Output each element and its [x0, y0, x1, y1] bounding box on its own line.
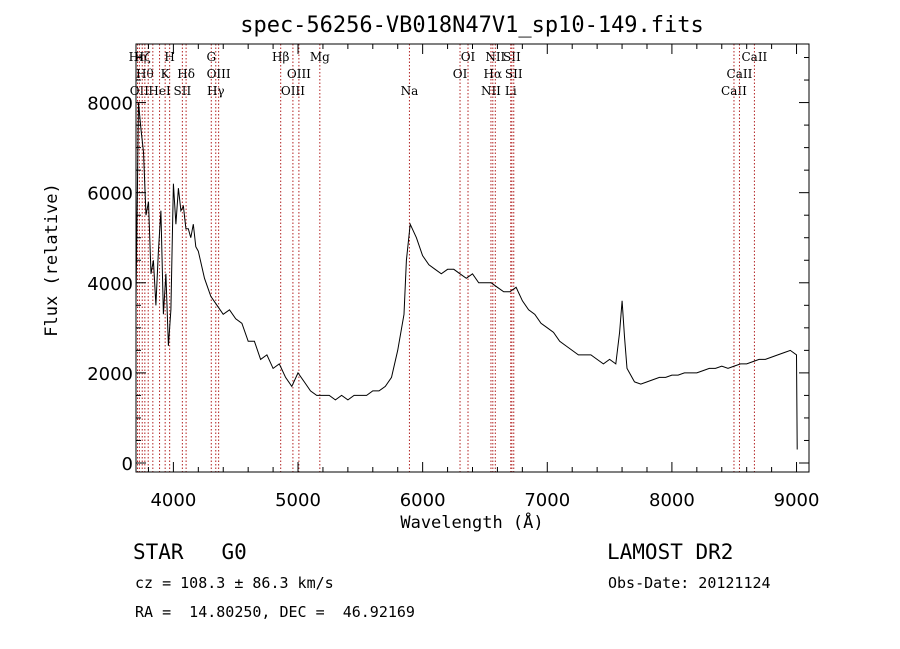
line-marker-label: Hδ	[177, 67, 195, 81]
object-class: STAR G0	[133, 540, 247, 564]
line-marker-label: H	[164, 50, 174, 64]
redshift-velocity: cz = 108.3 ± 86.3 km/s	[135, 574, 334, 592]
observation-date: Obs-Date: 20121124	[608, 574, 771, 592]
line-marker-label: Mg	[310, 50, 330, 64]
x-tick-label: 8000	[649, 490, 695, 511]
chart-title: spec-56256-VB018N47V1_sp10-149.fits	[240, 13, 704, 38]
line-marker-label: Na	[401, 84, 419, 98]
x-tick-label: 9000	[774, 490, 820, 511]
line-marker-label: NII	[481, 84, 501, 98]
spectrum-series	[135, 102, 798, 450]
line-marker-label: Hη	[129, 50, 147, 64]
line-marker-label: Hθ	[136, 67, 154, 81]
plot-frame	[135, 43, 810, 473]
line-marker-label: Li	[505, 84, 517, 98]
survey-name: LAMOST DR2	[607, 540, 734, 564]
line-marker-label: CaII	[727, 67, 753, 81]
line-marker-label: Hγ	[207, 84, 225, 98]
line-marker-label: SII	[174, 84, 192, 98]
line-marker-label: OIII	[207, 67, 231, 81]
spectrum-line	[135, 102, 798, 450]
x-tick-label: 4000	[150, 490, 196, 511]
line-marker-label: SII	[503, 50, 521, 64]
line-marker-label: OI	[461, 50, 476, 64]
y-tick-label: 8000	[87, 94, 133, 115]
line-marker-label: G	[206, 50, 216, 64]
line-marker-label: OIII	[287, 67, 311, 81]
line-marker-label: Hα	[484, 67, 503, 81]
line-marker-label: OI	[453, 67, 468, 81]
line-marker-label: Hζ	[134, 50, 151, 64]
y-tick-label: 6000	[87, 184, 133, 205]
line-marker-label: SII	[505, 67, 523, 81]
x-tick-label: 6000	[400, 490, 446, 511]
y-tick-label: 4000	[87, 274, 133, 295]
y-tick-label: 2000	[87, 364, 133, 385]
line-marker-label: OIII	[281, 84, 305, 98]
line-markers: HηOIIHζHθHeIKHSIIHδGHγOIIIHβOIIIOIIIMgNa…	[129, 44, 768, 472]
y-axis-label: Flux (relative)	[42, 183, 62, 337]
line-marker-label: Hβ	[272, 50, 289, 64]
y-axis-ticks: 0 2000 4000 6000 8000	[87, 57, 809, 475]
y-tick-label: 0	[122, 454, 133, 475]
line-marker-label: NII	[485, 50, 505, 64]
line-marker-label: K	[161, 67, 171, 81]
x-tick-label: 5000	[275, 490, 321, 511]
line-marker-label: HeI	[148, 84, 171, 98]
x-axis-label: Wavelength (Å)	[400, 511, 543, 533]
x-tick-label: 7000	[524, 490, 570, 511]
line-marker-label: CaII	[741, 50, 767, 64]
plot-border	[135, 43, 810, 473]
line-marker-label: CaII	[721, 84, 747, 98]
x-axis-ticks: 4000 5000 6000 7000 8000 9000	[147, 44, 820, 511]
coordinates: RA = 14.80250, DEC = 46.92169	[135, 603, 415, 621]
